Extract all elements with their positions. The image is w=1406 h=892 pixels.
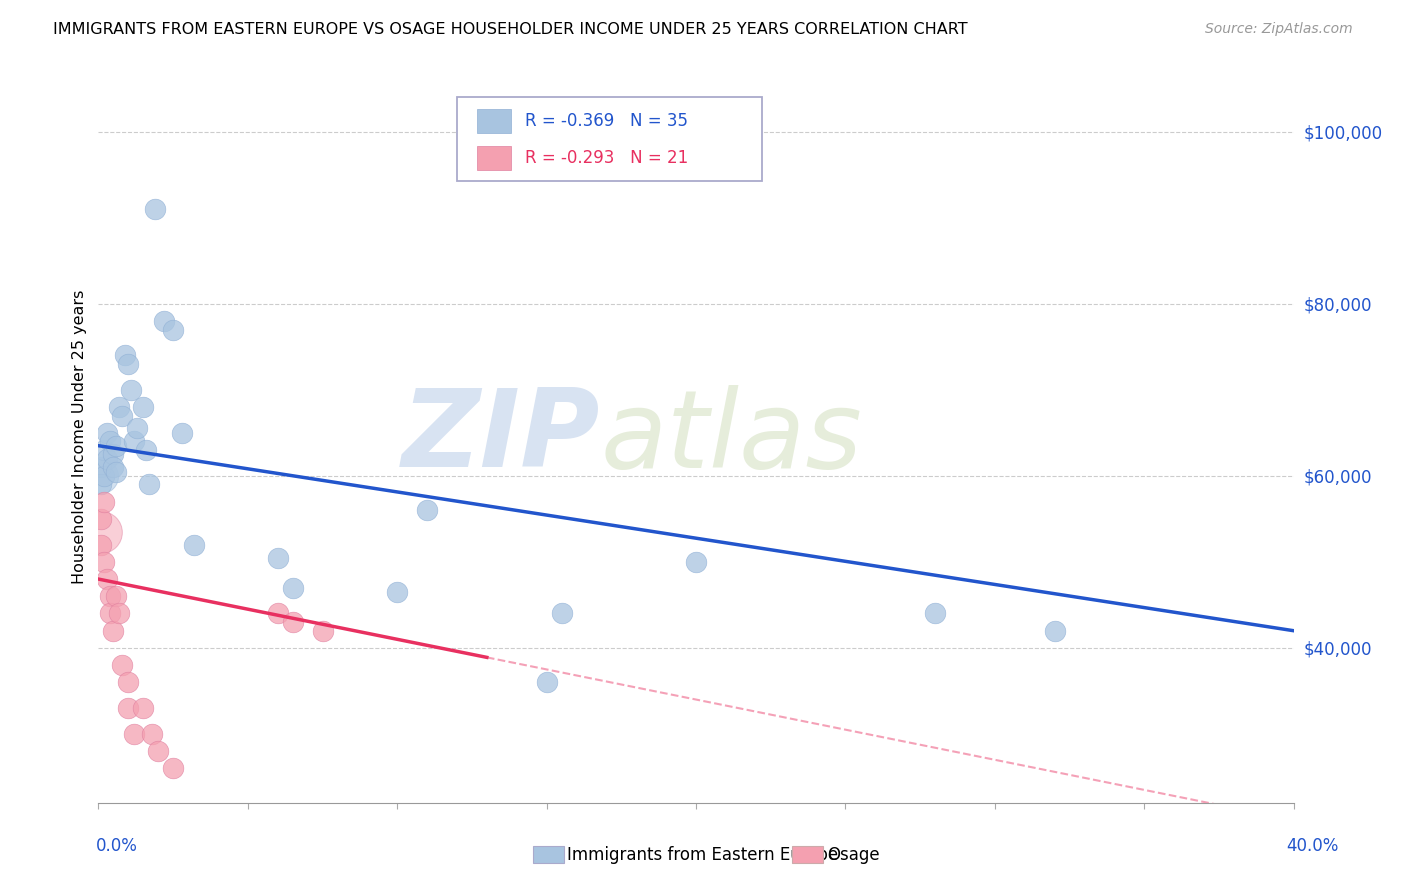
Point (124, 434, 146, 449)
Point (162, 322, 184, 336)
Point (90, 538, 112, 552)
Text: R = -0.293   N = 21: R = -0.293 N = 21 (524, 149, 689, 167)
Point (172, 425, 194, 440)
Point (153, 314, 176, 328)
Point (281, 581, 304, 595)
Point (311, 624, 333, 638)
Point (98, 434, 122, 449)
Point (148, 744, 170, 758)
Point (90, 477, 112, 491)
Point (108, 607, 131, 621)
Point (267, 550, 290, 565)
Point (685, 555, 707, 569)
Text: IMMIGRANTS FROM EASTERN EUROPE VS OSAGE HOUSEHOLDER INCOME UNDER 25 YEARS CORREL: IMMIGRANTS FROM EASTERN EUROPE VS OSAGE … (53, 22, 969, 37)
Point (103, 447, 125, 461)
Point (550, 607, 572, 621)
Point (90, 524, 112, 539)
Point (120, 383, 142, 397)
Point (117, 675, 139, 690)
Point (96, 425, 118, 440)
Point (96, 572, 118, 586)
Point (93, 468, 115, 483)
Point (143, 202, 166, 216)
Bar (477, 146, 510, 170)
Point (135, 442, 157, 457)
Point (536, 675, 558, 690)
Point (98, 607, 122, 621)
Point (141, 727, 163, 741)
Point (90, 512, 112, 526)
Point (132, 701, 155, 715)
Point (98, 589, 122, 603)
Point (124, 727, 146, 741)
Point (90, 460, 112, 475)
Point (138, 477, 160, 491)
Point (105, 465, 128, 479)
Point (90, 468, 112, 483)
Point (162, 761, 184, 775)
Point (93, 442, 115, 457)
Point (117, 357, 139, 371)
Point (385, 585, 409, 599)
Point (96, 451, 118, 466)
Text: 40.0%: 40.0% (1286, 837, 1339, 855)
FancyBboxPatch shape (457, 97, 762, 181)
Point (117, 701, 139, 715)
Point (114, 348, 136, 362)
Text: R = -0.369   N = 35: R = -0.369 N = 35 (524, 112, 688, 129)
Point (103, 624, 125, 638)
Point (127, 421, 149, 435)
Bar (477, 109, 510, 133)
Point (183, 538, 205, 552)
Point (105, 589, 128, 603)
Point (93, 494, 115, 508)
Point (103, 460, 125, 475)
Point (111, 409, 134, 423)
Text: Source: ZipAtlas.com: Source: ZipAtlas.com (1205, 22, 1353, 37)
Text: 0.0%: 0.0% (96, 837, 138, 855)
Text: Osage: Osage (827, 846, 879, 863)
Text: ZIP: ZIP (402, 384, 600, 490)
Point (105, 439, 128, 453)
Point (111, 658, 134, 673)
Y-axis label: Householder Income Under 25 years: Householder Income Under 25 years (72, 290, 87, 584)
Text: atlas: atlas (600, 384, 862, 490)
Point (924, 607, 946, 621)
Point (132, 400, 155, 414)
Point (281, 615, 304, 629)
Point (93, 555, 115, 569)
Point (1043, 624, 1066, 638)
Text: Immigrants from Eastern Europe: Immigrants from Eastern Europe (567, 846, 838, 863)
Point (267, 607, 290, 621)
Point (416, 503, 439, 517)
Point (108, 400, 131, 414)
